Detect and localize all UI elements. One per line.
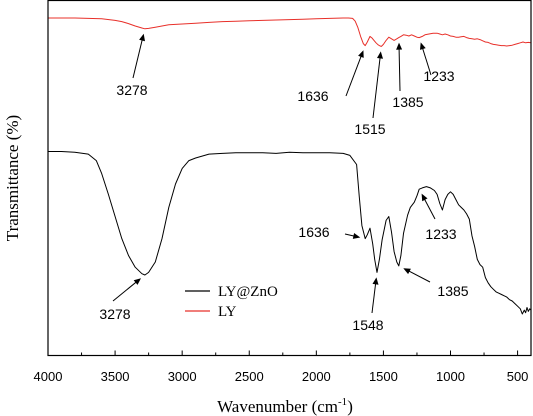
x-axis-title-main: Wavenumber (cm: [217, 397, 338, 416]
annotation-arrow-ly-1385: [398, 47, 401, 92]
peak-label-ly-zno-1636: 1636: [298, 224, 329, 240]
annotation-arrowhead-ly-1636: [358, 50, 364, 58]
annotation-arrowhead-ly-zno-1548: [372, 277, 379, 285]
peak-label-ly-zno-3278: 3278: [99, 306, 130, 322]
annotation-arrowhead-ly-zno-1636: [352, 233, 361, 239]
peak-label-ly-zno-1233: 1233: [425, 226, 456, 242]
x-tick-label-1000: 1000: [436, 369, 465, 384]
y-axis-title: Transmittance (%): [3, 115, 22, 241]
annotation-arrow-ly-zno-1233: [423, 197, 436, 220]
annotation-arrow-ly-1233: [421, 46, 432, 76]
annotation-arrowhead-ly-3278: [139, 33, 145, 42]
peak-label-ly-3278: 3278: [116, 82, 147, 98]
peak-label-ly-1515: 1515: [354, 121, 385, 137]
legend-label-ly: LY: [218, 304, 237, 320]
legend-label-ly-zno: LY@ZnO: [218, 284, 278, 300]
x-tick-label-500: 500: [507, 369, 529, 384]
x-axis-title: Wavenumber (cm-1): [217, 396, 353, 416]
annotation-arrowhead-ly-zno-1233: [421, 193, 428, 202]
annotation-arrow-ly-1515: [372, 56, 381, 119]
annotation-arrow-ly-3278: [132, 38, 144, 79]
x-tick-label-4000: 4000: [34, 369, 63, 384]
annotation-arrowhead-ly-1385: [396, 42, 403, 50]
peak-label-ly-zno-1548: 1548: [352, 317, 383, 333]
x-tick-label-3000: 3000: [168, 369, 197, 384]
x-tick-label-2000: 2000: [302, 369, 331, 384]
annotation-arrow-ly-zno-1548: [371, 282, 377, 314]
annotation-arrowhead-ly-1515: [377, 51, 383, 59]
annotation-arrowhead-ly-zno-1385: [403, 268, 411, 275]
annotation-arrowhead-ly-zno-3278: [133, 278, 141, 285]
peak-label-ly-1233: 1233: [423, 68, 454, 84]
series-layer: [48, 17, 532, 315]
x-axis-title-end: ): [347, 397, 353, 416]
peak-label-ly-zno-1385: 1385: [437, 283, 468, 299]
peak-label-ly-1636: 1636: [297, 88, 328, 104]
x-axis-ticks: 4000 3500 3000 2500 2000 1500 1000 500: [34, 350, 529, 384]
legend: LY@ZnO LY: [185, 284, 278, 320]
annotation-arrow-ly-1636: [345, 54, 363, 97]
annotation-arrow-ly-zno-3278: [112, 280, 138, 302]
x-tick-label-1500: 1500: [369, 369, 398, 384]
plot-frame: [47, 0, 532, 357]
series-line-ly: [48, 17, 532, 47]
x-tick-label-2500: 2500: [235, 369, 264, 384]
x-tick-label-3500: 3500: [101, 369, 130, 384]
annotation-arrow-ly-zno-1385: [407, 270, 431, 283]
peak-label-ly-1385: 1385: [392, 94, 423, 110]
annotation-arrowhead-ly-1233: [420, 42, 426, 50]
x-axis-title-superscript: -1: [338, 396, 347, 408]
series-line-ly-zno: [48, 151, 532, 315]
